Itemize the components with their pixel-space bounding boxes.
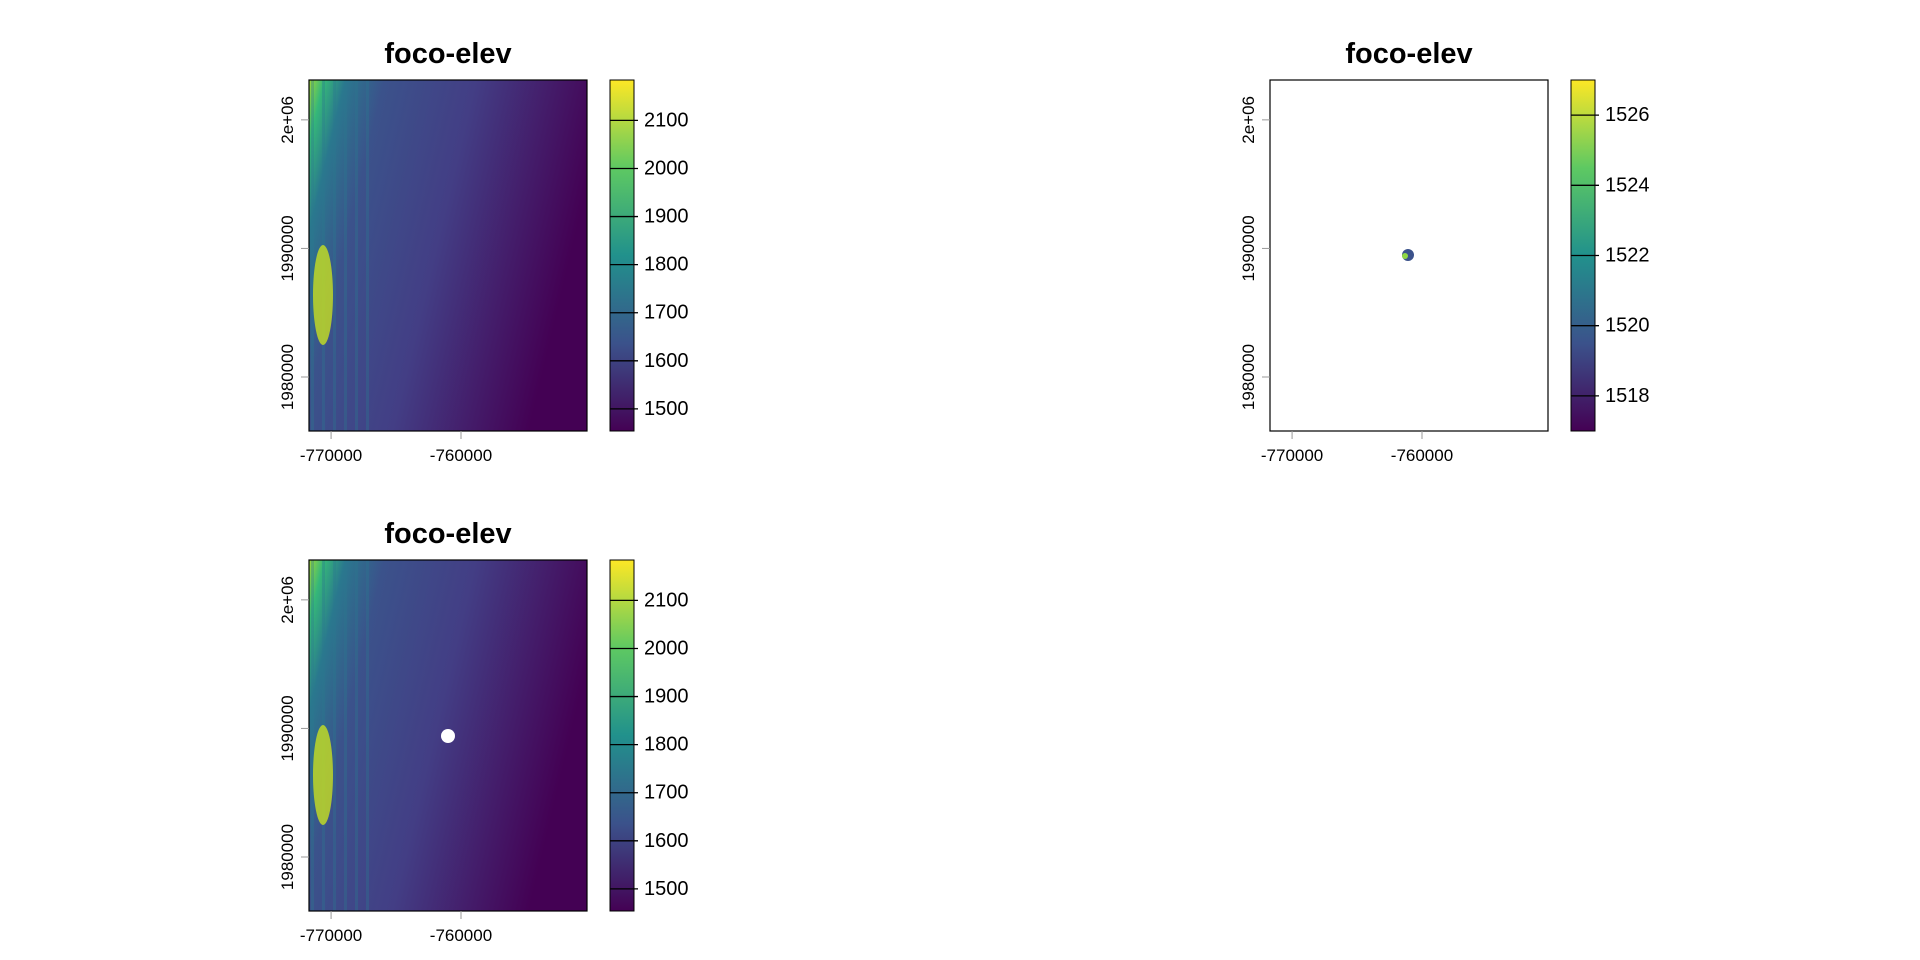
colorbar-label: 1600 [644,350,689,372]
y-tick-label: 1980000 [1239,344,1258,410]
raster-area [309,80,587,431]
raster-ridge [355,560,358,911]
raster-ridge [344,560,347,911]
colorbar-label: 1600 [644,830,689,852]
colorbar-label: 2100 [644,589,689,611]
y-tick-label: 2e+06 [278,96,297,144]
panel-title: foco-elev [1345,38,1472,70]
raster-peak [313,245,333,345]
raster-ridge [311,560,314,911]
y-tick-label: 1990000 [278,215,297,281]
panel-title: foco-elev [384,38,511,70]
y-tick-label: 1980000 [278,824,297,890]
raster-ridge [333,80,336,431]
x-tick-label: -770000 [300,926,362,945]
plot-frame [308,559,588,912]
colorbar-label: 1800 [644,734,689,756]
x-tick-label: -760000 [1391,446,1453,465]
colorbar-label: 2100 [644,109,689,131]
colorbar-label: 1522 [1605,245,1650,267]
y-tick-label: 1990000 [278,695,297,761]
masked-area [441,729,455,743]
colorbar-label: 1800 [644,254,689,276]
colorbar-label: 2000 [644,637,689,659]
colorbar-label: 2000 [644,157,689,179]
x-tick-label: -770000 [1261,446,1323,465]
raster-ridge [366,560,369,911]
raster-peak [313,725,333,825]
x-tick-label: -760000 [430,926,492,945]
y-tick-label: 1980000 [278,344,297,410]
y-tick-label: 1990000 [1239,215,1258,281]
y-tick-label: 2e+06 [278,576,297,624]
colorbar-label: 1520 [1605,315,1650,337]
colorbar-label: 1524 [1605,174,1650,196]
panel-title: foco-elev [384,518,511,550]
colorbar-label: 1900 [644,206,689,228]
x-tick-label: -760000 [430,446,492,465]
colorbar-label: 1900 [644,686,689,708]
raster-ridge [355,80,358,431]
raster-ridge [344,80,347,431]
plot-frame [1269,79,1549,432]
colorbar-label: 1500 [644,398,689,420]
colorbar [609,559,635,912]
raster-ridge [311,80,314,431]
raster-patch [1402,253,1408,259]
colorbar-label: 1700 [644,782,689,804]
raster-ridge [333,560,336,911]
plot-frame [308,79,588,432]
raster-ridge [366,80,369,431]
colorbar-label: 1526 [1605,104,1650,126]
colorbar-label: 1700 [644,302,689,324]
colorbar-label: 1518 [1605,385,1650,407]
colorbar [609,79,635,432]
colorbar-label: 1500 [644,878,689,900]
y-tick-label: 2e+06 [1239,96,1258,144]
x-tick-label: -770000 [300,446,362,465]
